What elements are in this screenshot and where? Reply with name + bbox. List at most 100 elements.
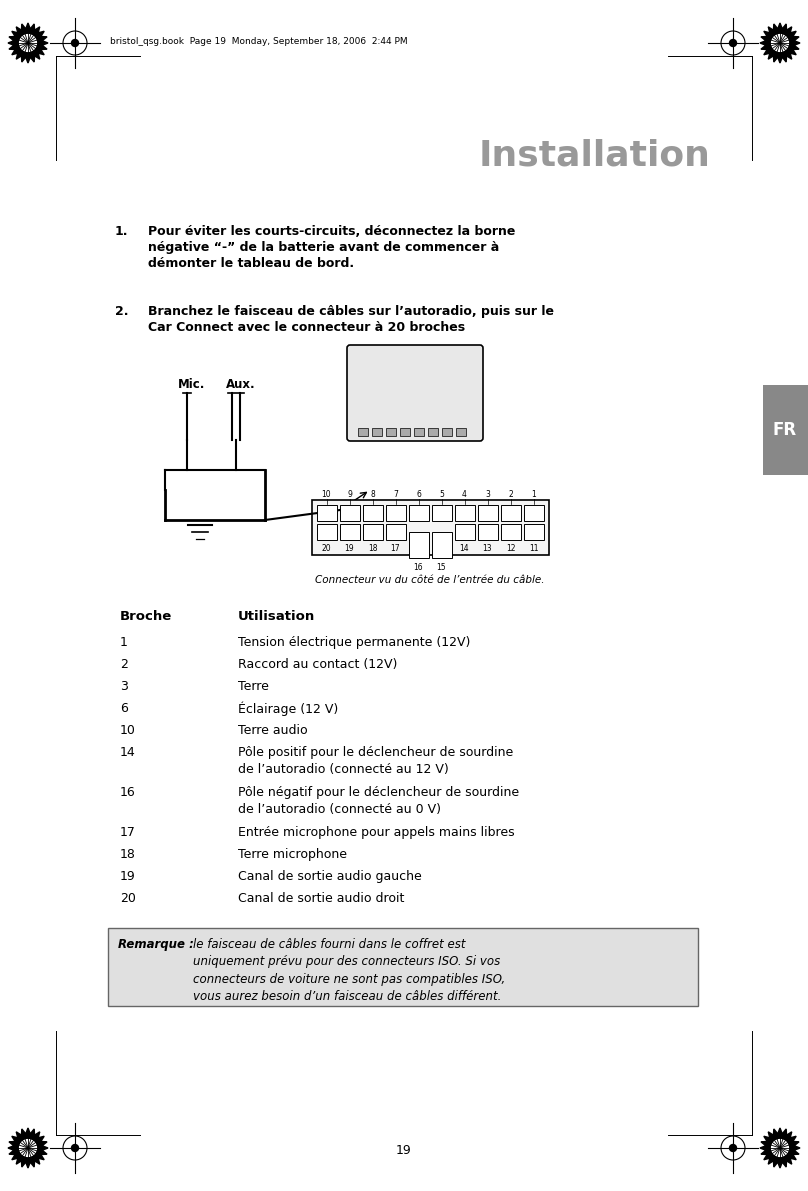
Text: Canal de sortie audio droit: Canal de sortie audio droit bbox=[238, 892, 404, 905]
Text: 1: 1 bbox=[120, 636, 128, 649]
Bar bbox=[339, 505, 360, 520]
Bar bbox=[454, 524, 474, 540]
Text: 6: 6 bbox=[416, 490, 421, 499]
Text: 14: 14 bbox=[120, 746, 136, 759]
Text: Remarque :: Remarque : bbox=[118, 939, 198, 950]
Text: Raccord au contact (12V): Raccord au contact (12V) bbox=[238, 657, 398, 671]
Circle shape bbox=[71, 1145, 78, 1152]
Bar bbox=[400, 428, 410, 436]
Text: 7: 7 bbox=[393, 490, 398, 499]
Text: FR: FR bbox=[773, 420, 797, 439]
Text: 13: 13 bbox=[482, 544, 492, 553]
Text: Terre: Terre bbox=[238, 680, 269, 693]
Text: 19: 19 bbox=[345, 544, 355, 553]
Circle shape bbox=[730, 1145, 737, 1152]
FancyBboxPatch shape bbox=[108, 928, 698, 1006]
Bar bbox=[363, 524, 382, 540]
Text: 18: 18 bbox=[368, 544, 377, 553]
Text: Pour éviter les courts-circuits, déconnectez la borne: Pour éviter les courts-circuits, déconne… bbox=[148, 225, 516, 238]
Text: 16: 16 bbox=[414, 563, 423, 572]
Circle shape bbox=[19, 1140, 36, 1156]
Text: 4: 4 bbox=[462, 490, 467, 499]
Text: 3: 3 bbox=[485, 490, 490, 499]
Text: 10: 10 bbox=[322, 490, 331, 499]
Polygon shape bbox=[8, 23, 48, 63]
Text: 19: 19 bbox=[120, 869, 136, 883]
Bar bbox=[358, 428, 368, 436]
Bar bbox=[478, 505, 498, 520]
Text: 5: 5 bbox=[439, 490, 444, 499]
Text: 12: 12 bbox=[506, 544, 516, 553]
Text: 17: 17 bbox=[120, 827, 136, 838]
Text: 15: 15 bbox=[436, 563, 446, 572]
Text: Aux.: Aux. bbox=[226, 378, 255, 391]
Text: Tension électrique permanente (12V): Tension électrique permanente (12V) bbox=[238, 636, 470, 649]
Text: 17: 17 bbox=[391, 544, 400, 553]
Text: Canal de sortie audio gauche: Canal de sortie audio gauche bbox=[238, 869, 422, 883]
Text: Branchez le faisceau de câbles sur l’autoradio, puis sur le: Branchez le faisceau de câbles sur l’aut… bbox=[148, 305, 554, 318]
Text: Mic.: Mic. bbox=[178, 378, 205, 391]
Bar bbox=[524, 524, 544, 540]
Bar bbox=[431, 532, 452, 559]
Bar bbox=[409, 505, 428, 520]
Text: bristol_qsg.book  Page 19  Monday, September 18, 2006  2:44 PM: bristol_qsg.book Page 19 Monday, Septemb… bbox=[110, 37, 407, 46]
Text: 16: 16 bbox=[120, 786, 136, 799]
Bar bbox=[442, 428, 452, 436]
Text: 11: 11 bbox=[528, 544, 538, 553]
Text: Pôle positif pour le déclencheur de sourdine
de l’autoradio (connecté au 12 V): Pôle positif pour le déclencheur de sour… bbox=[238, 746, 513, 777]
Bar bbox=[339, 524, 360, 540]
Text: Broche: Broche bbox=[120, 610, 172, 623]
Text: 20: 20 bbox=[322, 544, 331, 553]
Bar bbox=[500, 524, 520, 540]
Text: Entrée microphone pour appels mains libres: Entrée microphone pour appels mains libr… bbox=[238, 827, 515, 838]
Bar bbox=[431, 505, 452, 520]
Text: 2: 2 bbox=[120, 657, 128, 671]
Text: le faisceau de câbles fourni dans le coffret est
uniquement prévu pour des conne: le faisceau de câbles fourni dans le cof… bbox=[193, 939, 505, 1004]
Polygon shape bbox=[8, 1128, 48, 1168]
Text: 2.: 2. bbox=[115, 305, 128, 318]
Bar bbox=[317, 524, 336, 540]
Text: 20: 20 bbox=[120, 892, 136, 905]
Bar bbox=[428, 428, 438, 436]
Bar bbox=[409, 532, 428, 559]
Text: Connecteur vu du côté de l’entrée du câble.: Connecteur vu du côté de l’entrée du câb… bbox=[315, 575, 545, 585]
Text: 1.: 1. bbox=[115, 225, 128, 238]
Text: 8: 8 bbox=[370, 490, 375, 499]
Bar bbox=[385, 505, 406, 520]
Circle shape bbox=[772, 35, 789, 51]
Text: 19: 19 bbox=[396, 1143, 412, 1156]
Circle shape bbox=[71, 39, 78, 46]
Text: Pôle négatif pour le déclencheur de sourdine
de l’autoradio (connecté au 0 V): Pôle négatif pour le déclencheur de sour… bbox=[238, 786, 519, 817]
Text: 18: 18 bbox=[120, 848, 136, 861]
Circle shape bbox=[19, 35, 36, 51]
Bar bbox=[524, 505, 544, 520]
Bar bbox=[414, 428, 424, 436]
Bar bbox=[478, 524, 498, 540]
Polygon shape bbox=[760, 1128, 800, 1168]
Text: Utilisation: Utilisation bbox=[238, 610, 315, 623]
Text: Installation: Installation bbox=[478, 138, 710, 172]
Text: Terre microphone: Terre microphone bbox=[238, 848, 347, 861]
Bar bbox=[500, 505, 520, 520]
Polygon shape bbox=[760, 23, 800, 63]
Text: négative “-” de la batterie avant de commencer à: négative “-” de la batterie avant de com… bbox=[148, 241, 499, 254]
Bar bbox=[454, 505, 474, 520]
Text: 14: 14 bbox=[460, 544, 469, 553]
Bar bbox=[763, 385, 808, 475]
Text: 9: 9 bbox=[347, 490, 352, 499]
Bar bbox=[312, 500, 549, 555]
Text: 10: 10 bbox=[120, 724, 136, 737]
Bar bbox=[372, 428, 382, 436]
Text: Car Connect avec le connecteur à 20 broches: Car Connect avec le connecteur à 20 broc… bbox=[148, 322, 465, 333]
Text: Éclairage (12 V): Éclairage (12 V) bbox=[238, 701, 339, 717]
Bar bbox=[386, 428, 396, 436]
Bar bbox=[363, 505, 382, 520]
Text: 2: 2 bbox=[508, 490, 513, 499]
FancyBboxPatch shape bbox=[347, 345, 483, 441]
Circle shape bbox=[772, 1140, 789, 1156]
Text: 1: 1 bbox=[531, 490, 536, 499]
Text: Terre audio: Terre audio bbox=[238, 724, 308, 737]
Circle shape bbox=[730, 39, 737, 46]
Text: démonter le tableau de bord.: démonter le tableau de bord. bbox=[148, 257, 354, 270]
Bar bbox=[385, 524, 406, 540]
